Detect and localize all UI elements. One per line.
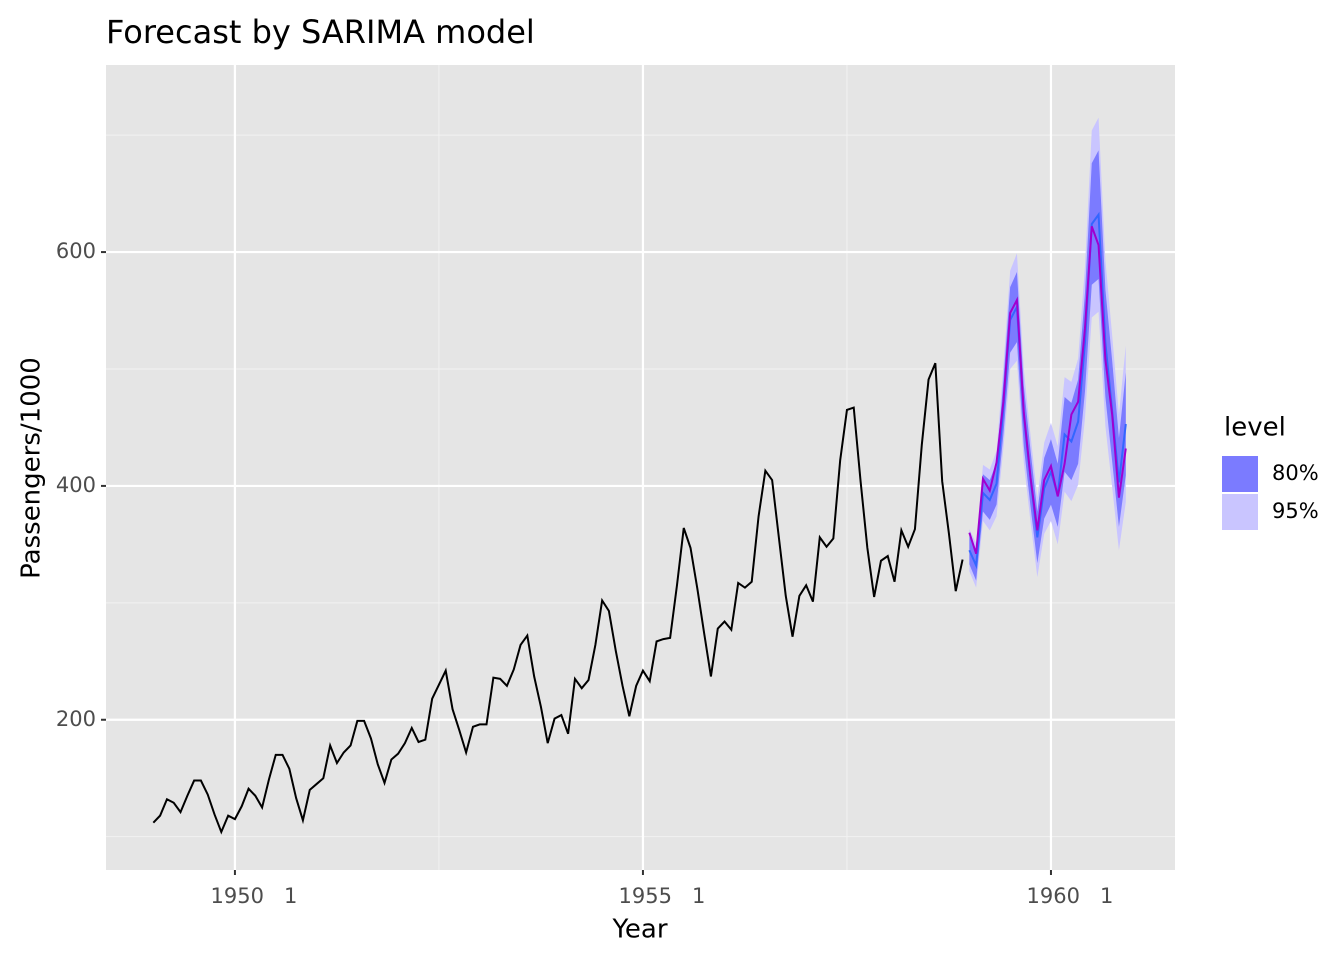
legend-swatch (1222, 456, 1258, 492)
plot-background (106, 65, 1175, 870)
series-line (152, 362, 964, 835)
x-tick-label: 1955 1 (619, 884, 706, 908)
y-tick-label: 200 (56, 707, 96, 731)
y-tick-label: 600 (56, 239, 96, 263)
legend-title: level (1224, 413, 1286, 443)
series-line (968, 211, 1127, 570)
series-line (968, 226, 1127, 555)
y-axis-label: Passengers/1000 (17, 357, 47, 579)
x-tick-label: 1960 1 (1027, 884, 1114, 908)
legend-label: 80% (1272, 461, 1319, 485)
x-tick-label: 1950 1 (211, 884, 298, 908)
legend-swatch (1222, 494, 1258, 530)
prediction-band (969, 117, 1126, 588)
legend-label: 95% (1272, 499, 1319, 523)
x-axis-label: Year (611, 915, 667, 945)
y-tick-label: 400 (56, 473, 96, 497)
prediction-band (969, 150, 1126, 581)
chart-title: Forecast by SARIMA model (106, 13, 535, 51)
